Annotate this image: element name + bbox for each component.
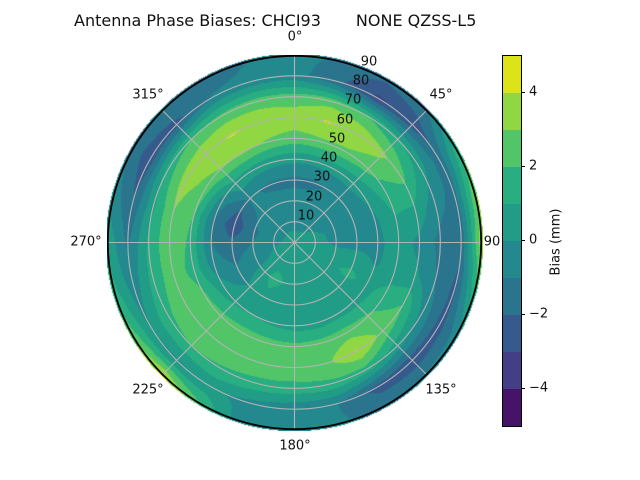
colorbar-segment-8 <box>503 352 521 389</box>
colorbar-segment-6 <box>503 278 521 315</box>
colorbar-segment-5 <box>503 241 521 278</box>
colorbar-tick--4 <box>521 388 525 389</box>
colorbar-segment-4 <box>503 204 521 241</box>
r-label-70: 70 <box>344 92 362 108</box>
colorbar-tick-0 <box>521 240 525 241</box>
polar-bias-heatmap <box>107 55 483 431</box>
theta-label-90: 90 <box>483 234 501 250</box>
r-label-30: 30 <box>313 169 331 185</box>
figure-title: Antenna Phase Biases: CHCI93 NONE QZSS-L… <box>74 11 476 30</box>
title-station: Antenna Phase Biases: CHCI93 <box>74 11 321 30</box>
colorbar-ticklabel-2: 2 <box>529 158 538 174</box>
colorbar <box>502 55 522 427</box>
theta-label-315: 315° <box>132 87 164 103</box>
colorbar-segment-7 <box>503 315 521 352</box>
colorbar-segment-9 <box>503 389 521 426</box>
theta-label-180: 180° <box>279 438 311 454</box>
theta-label-45: 45° <box>429 87 453 103</box>
colorbar-ticklabel--4: −4 <box>529 380 549 396</box>
colorbar-tick-4 <box>521 92 525 93</box>
colorbar-axis-label: Bias (mm) <box>548 208 564 276</box>
r-label-20: 20 <box>305 189 323 205</box>
r-label-90: 90 <box>360 54 378 70</box>
theta-label-0: 0° <box>287 29 303 45</box>
r-label-40: 40 <box>320 150 338 166</box>
theta-label-135: 135° <box>425 382 457 398</box>
r-label-10: 10 <box>297 208 315 224</box>
colorbar-ticklabel--2: −2 <box>529 306 549 322</box>
colorbar-tick-2 <box>521 166 525 167</box>
theta-label-225: 225° <box>132 382 164 398</box>
colorbar-segment-0 <box>503 56 521 93</box>
colorbar-segment-1 <box>503 93 521 130</box>
r-label-60: 60 <box>336 112 354 128</box>
colorbar-ticklabel-0: 0 <box>529 232 538 248</box>
r-label-80: 80 <box>352 73 370 89</box>
colorbar-segment-2 <box>503 130 521 167</box>
theta-label-270: 270° <box>70 234 102 250</box>
colorbar-ticklabel-4: 4 <box>529 84 538 100</box>
colorbar-segment-3 <box>503 167 521 204</box>
colorbar-tick--2 <box>521 314 525 315</box>
title-signal: NONE QZSS-L5 <box>355 11 477 30</box>
r-label-50: 50 <box>328 131 346 147</box>
